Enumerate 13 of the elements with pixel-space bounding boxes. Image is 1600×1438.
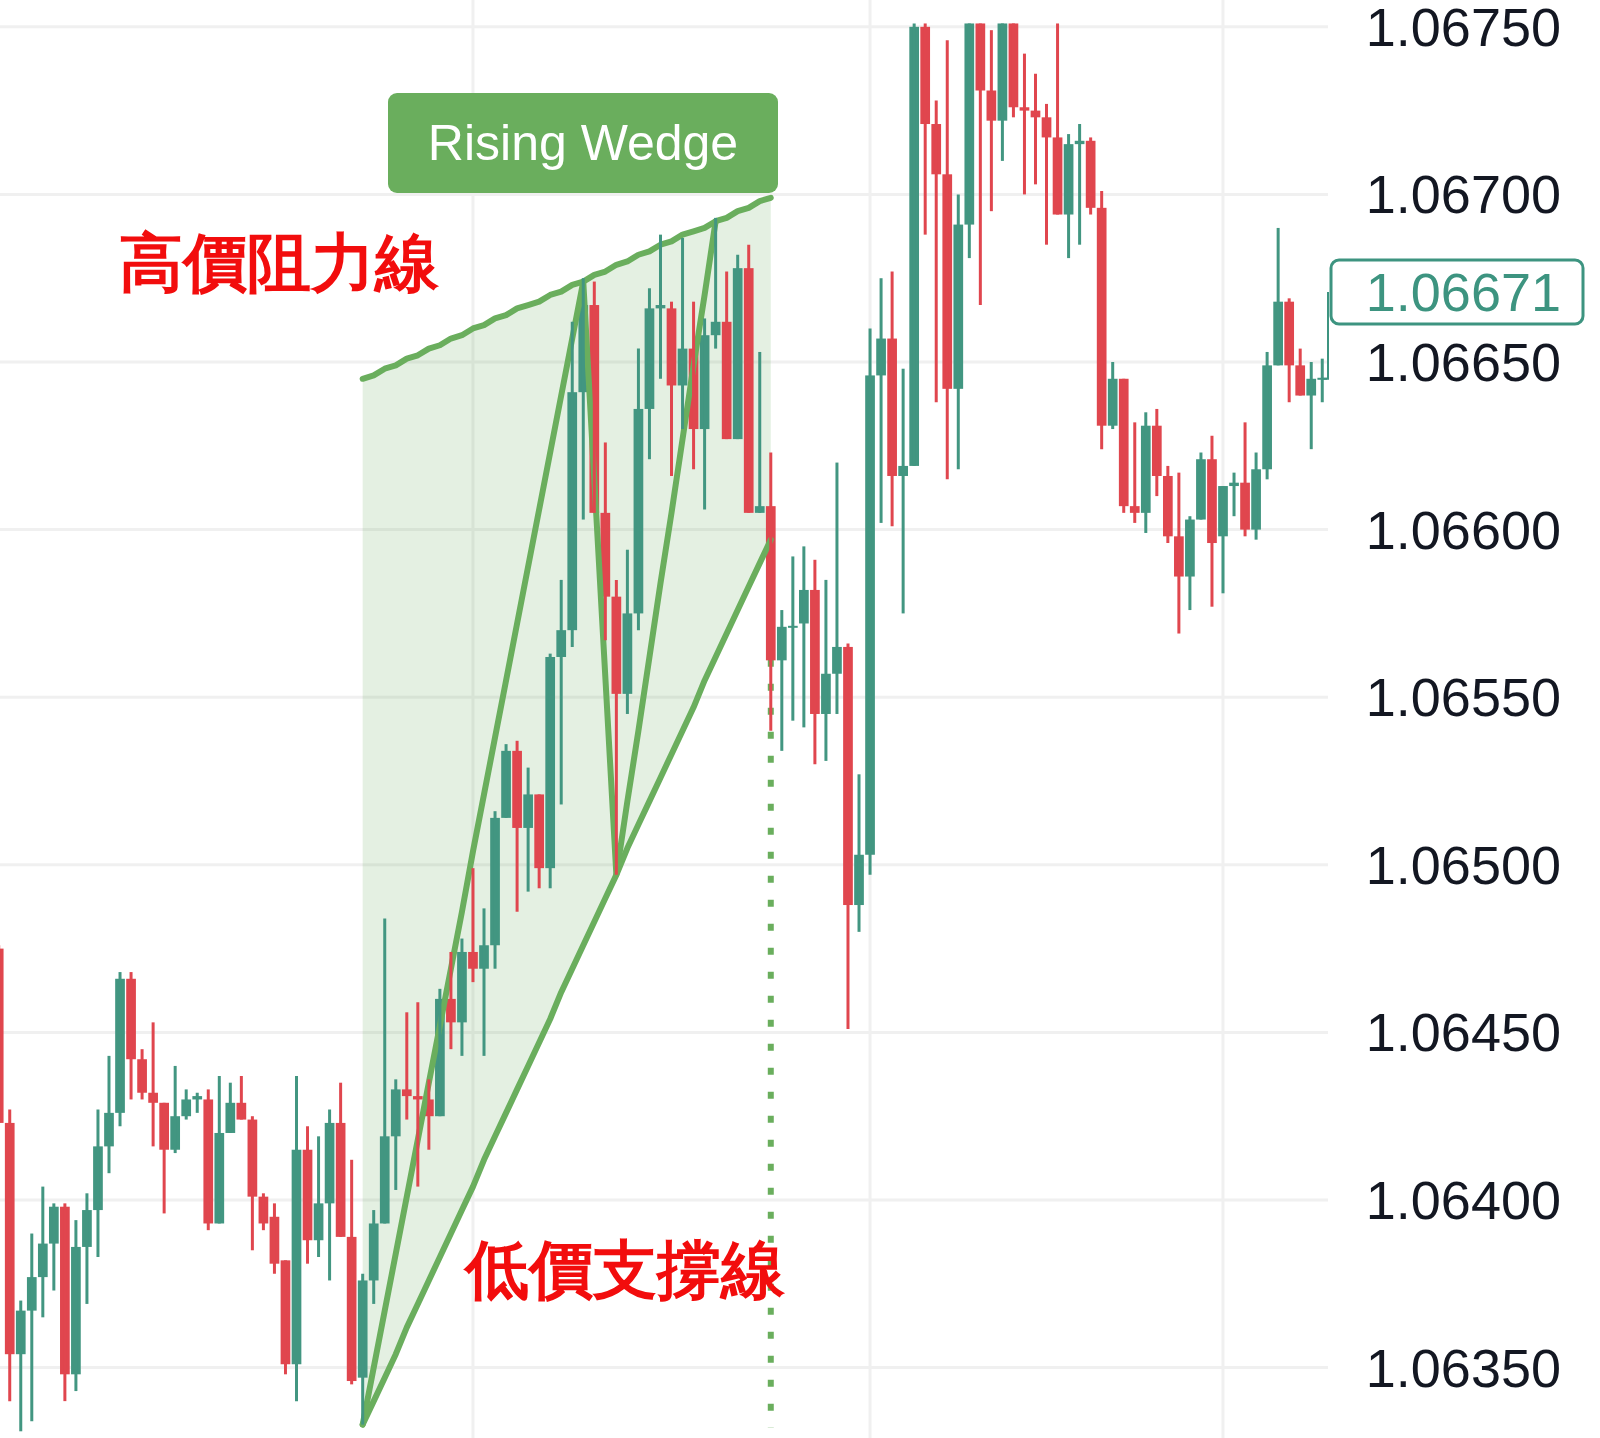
y-tick-label: 1.06450 [1365, 1002, 1561, 1063]
y-tick-label: 1.06700 [1365, 164, 1561, 225]
y-tick-label: 1.06350 [1365, 1337, 1561, 1398]
annotation: Rising Wedge [427, 115, 739, 171]
y-tick-label: 1.06550 [1365, 667, 1561, 728]
y-tick-label: 1.06750 [1365, 0, 1561, 57]
text: 1.06671 [1365, 262, 1561, 322]
y-tick-label: 1.06650 [1365, 332, 1561, 393]
y-tick-label: 1.06500 [1365, 834, 1561, 895]
annotation: 高價阻力線 [119, 227, 440, 299]
y-tick-label: 1.06400 [1365, 1170, 1561, 1231]
y-tick-label: 1.06600 [1365, 499, 1561, 560]
annotation: 低價支撐線 [463, 1234, 786, 1306]
